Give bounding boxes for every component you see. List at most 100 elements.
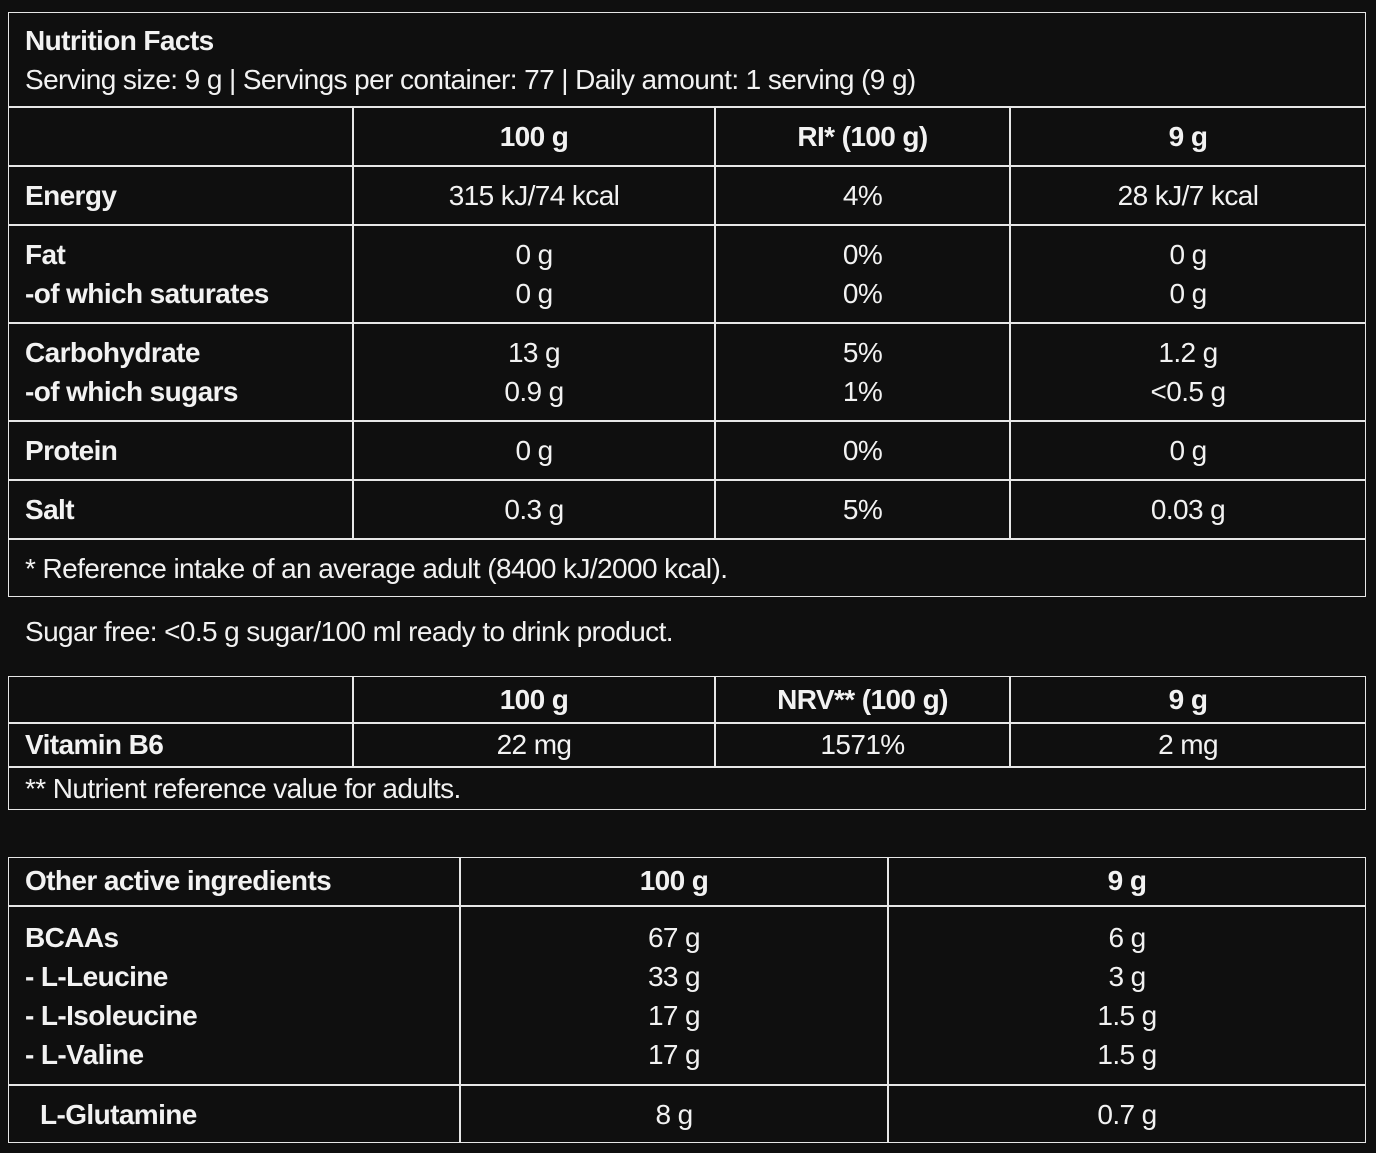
header-cell: 100 g [353,676,715,723]
cell-text: 100 g [499,121,569,152]
sugar-note: Sugar free: <0.5 g sugar/100 ml ready to… [25,616,674,647]
cell-text: 9 g [1168,121,1208,152]
row-label: BCAAs - L-Leucine - L-Isoleucine - L-Valine [8,906,460,1085]
row-label: Energy [8,166,353,225]
cell-line: 0.3 g [504,494,564,525]
value-cell: 0.7 g [888,1085,1366,1143]
cell-line: 0.9 g [504,376,564,407]
cell-line: 315 kJ/74 kcal [448,180,620,211]
cell-line: 0% [842,239,883,270]
value-cell: 0.03 g [1010,480,1366,539]
header-cell: NRV** (100 g) [715,676,1010,723]
header-cell: 100 g [353,107,715,166]
value-cell: 8 g [460,1085,888,1143]
cell-text: NRV** (100 g) [777,684,948,715]
header-cell: 9 g [1010,107,1366,166]
value-cell: 22 mg [353,723,715,767]
cell-line: 0 g [515,435,553,466]
cell-line: BCAAs [25,922,119,953]
cell-line: 0 g [515,239,553,270]
cell-line: <0.5 g [1150,376,1226,407]
cell-line: 1% [842,376,883,407]
header-cell [8,107,353,166]
value-cell: 1571% [715,723,1010,767]
cell-line: 1.5 g [1097,1039,1157,1070]
value-cell: 13 g 0.9 g [353,323,715,421]
cell-line: -of which sugars [25,376,238,407]
header-cell [8,676,353,723]
cell-line: 28 kJ/7 kcal [1117,180,1259,211]
cell-line: 22 mg [496,729,572,760]
value-cell: 0.3 g [353,480,715,539]
cell-line: Protein [25,435,118,466]
cell-text: Serving size: 9 g | Servings per contain… [25,64,916,95]
cell-text: Other active ingredients [25,865,332,896]
cell-text: * Reference intake of an average adult (… [25,553,728,584]
value-cell: 0 g [1010,421,1366,480]
cell-line: 0% [842,435,883,466]
cell-line: 5% [842,337,883,368]
value-cell: 1.2 g <0.5 g [1010,323,1366,421]
header-cell: 100 g [460,857,888,906]
value-cell: 2 mg [1010,723,1366,767]
cell-line: 1571% [820,729,905,760]
cell-line: 13 g [507,337,561,368]
cell-line: 6 g [1108,922,1146,953]
value-cell: 0% [715,421,1010,480]
row-label: Fat -of which saturates [8,225,353,323]
cell-line: 0 g [1169,435,1207,466]
cell-line: 17 g [647,1039,701,1070]
cell-line: 67 g [647,922,701,953]
cell-line: 0 g [1169,239,1207,270]
cell-line: 3 g [1108,961,1146,992]
value-cell: 5% [715,480,1010,539]
cell-line: 17 g [647,1000,701,1031]
cell-line: 4% [842,180,883,211]
value-cell: 67 g 33 g 17 g 17 g [460,906,888,1085]
cell-line: L-Glutamine [40,1099,197,1130]
cell-line: 0.7 g [1097,1099,1157,1130]
footnote: ** Nutrient reference value for adults. [8,767,1366,810]
value-cell: 4% [715,166,1010,225]
cell-line: 1.2 g [1158,337,1218,368]
row-label: Carbohydrate -of which sugars [8,323,353,421]
header-cell: 9 g [888,857,1366,906]
cell-line: Energy [25,180,117,211]
cell-line: 1.5 g [1097,1000,1157,1031]
cell-line: 2 mg [1158,729,1218,760]
cell-text: Nutrition Facts [25,25,214,56]
header-cell: Other active ingredients [8,857,460,906]
cell-line: 0 g [1169,278,1207,309]
cell-line: - L-Isoleucine [25,1000,198,1031]
value-cell: 5% 1% [715,323,1010,421]
cell-text: ** Nutrient reference value for adults. [25,773,461,804]
cell-text: 9 g [1107,865,1147,896]
header-cell: RI* (100 g) [715,107,1010,166]
row-label: Vitamin B6 [8,723,353,767]
value-cell: 0% 0% [715,225,1010,323]
cell-line: 33 g [647,961,701,992]
cell-line: Fat [25,239,66,270]
cell-line: - L-Leucine [25,961,168,992]
cell-text: 100 g [639,865,709,896]
cell-text: RI* (100 g) [797,121,928,152]
cell-line: 8 g [655,1099,693,1130]
value-cell: 0 g [353,421,715,480]
value-cell: 28 kJ/7 kcal [1010,166,1366,225]
cell-line: Carbohydrate [25,337,200,368]
cell-line: 5% [842,494,883,525]
cell-line: Salt [25,494,75,525]
value-cell: 6 g 3 g 1.5 g 1.5 g [888,906,1366,1085]
cell-line: 0.03 g [1150,494,1226,525]
cell-line: 0% [842,278,883,309]
title-block: Nutrition Facts Serving size: 9 g | Servi… [8,12,1366,107]
cell-text: 9 g [1168,684,1208,715]
value-cell: 315 kJ/74 kcal [353,166,715,225]
cell-line: 0 g [515,278,553,309]
cell-line: -of which saturates [25,278,269,309]
row-label: Salt [8,480,353,539]
cell-line: Vitamin B6 [25,729,164,760]
